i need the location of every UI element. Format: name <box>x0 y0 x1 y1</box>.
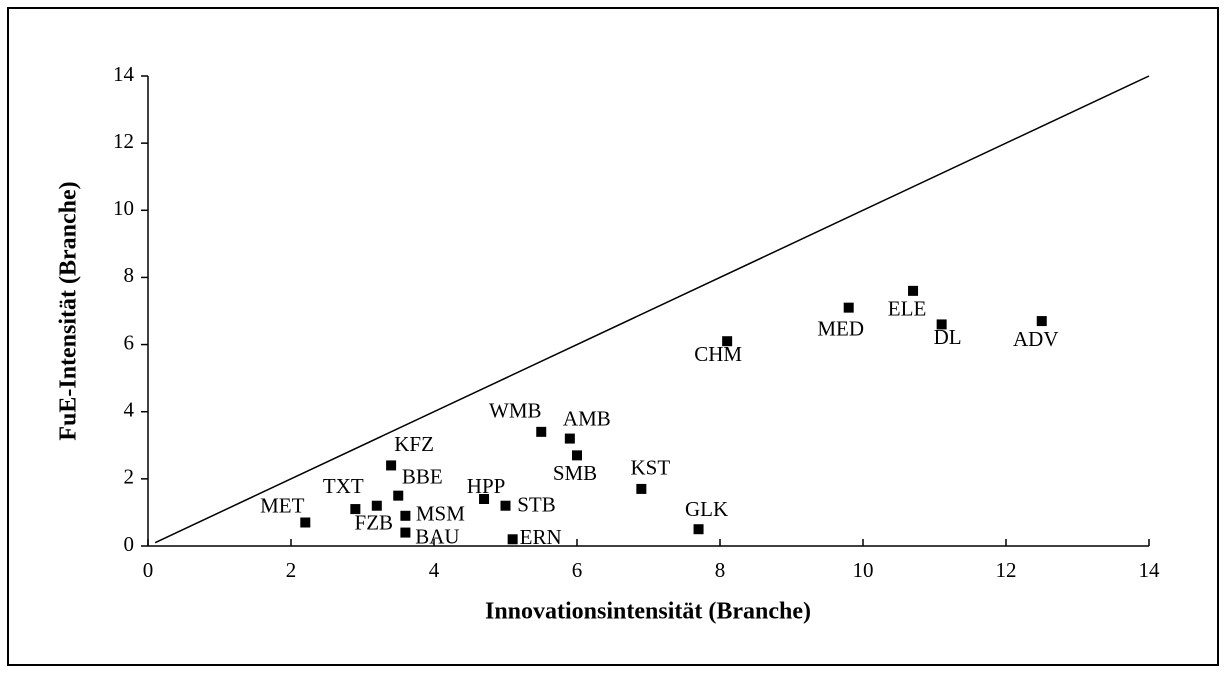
point <box>479 494 490 504</box>
point <box>300 517 311 528</box>
point <box>843 302 854 313</box>
point-label: WMB <box>489 399 542 423</box>
point-label: ADV <box>1013 327 1059 351</box>
y-tick-label: 4 <box>124 398 135 422</box>
y-tick-label: 6 <box>124 330 135 354</box>
x-tick-label: 4 <box>429 558 440 582</box>
point-label: DL <box>934 325 962 349</box>
x-axis-title: Innovationsintensität (Branche) <box>485 599 811 625</box>
point-label: KFZ <box>394 432 434 456</box>
point <box>572 450 582 461</box>
point-label: HPP <box>467 474 506 498</box>
y-tick-label: 12 <box>113 129 134 153</box>
point <box>400 527 411 538</box>
point <box>386 460 397 471</box>
y-tick-label: 14 <box>113 62 135 86</box>
point-label: GLK <box>685 497 728 521</box>
point-label: BAU <box>415 524 459 548</box>
point <box>722 336 733 347</box>
x-tick-label: 8 <box>715 558 726 582</box>
point-label: TXT <box>323 474 364 498</box>
point-label: MET <box>260 493 305 517</box>
point-label: STB <box>517 493 556 517</box>
point-label: FZB <box>355 511 394 535</box>
point-label: ELE <box>888 297 926 321</box>
point <box>564 433 575 444</box>
y-tick-label: 8 <box>124 263 135 287</box>
point <box>936 319 947 330</box>
point <box>693 524 704 535</box>
point <box>393 490 404 501</box>
point <box>400 510 411 521</box>
point <box>636 483 647 494</box>
point <box>908 285 919 296</box>
x-tick-label: 2 <box>286 558 297 582</box>
y-tick-label: 0 <box>124 532 135 556</box>
x-tick-label: 12 <box>996 558 1017 582</box>
point-label: KST <box>631 456 671 480</box>
y-tick-label: 2 <box>124 465 135 489</box>
x-tick-label: 0 <box>143 558 154 582</box>
reference-line <box>154 75 1150 544</box>
point <box>507 534 518 545</box>
point-label: MED <box>817 316 864 340</box>
y-tick-label: 10 <box>113 196 134 220</box>
point-label: CHM <box>694 342 742 366</box>
point-label: AMB <box>563 406 611 430</box>
x-tick-label: 10 <box>853 558 874 582</box>
x-tick-label: 14 <box>1139 558 1161 582</box>
point-label: BBE <box>402 464 443 488</box>
point <box>1036 316 1047 327</box>
point <box>500 500 511 511</box>
point <box>536 426 547 437</box>
point <box>350 504 361 515</box>
x-tick-label: 6 <box>572 558 583 582</box>
point <box>371 500 382 511</box>
frame <box>7 7 1219 666</box>
y-axis-title: FuE-Intensität (Branche) <box>56 181 82 440</box>
point-label: ERN <box>520 525 562 549</box>
point-label: SMB <box>553 461 597 485</box>
point-label: MSM <box>416 502 465 526</box>
